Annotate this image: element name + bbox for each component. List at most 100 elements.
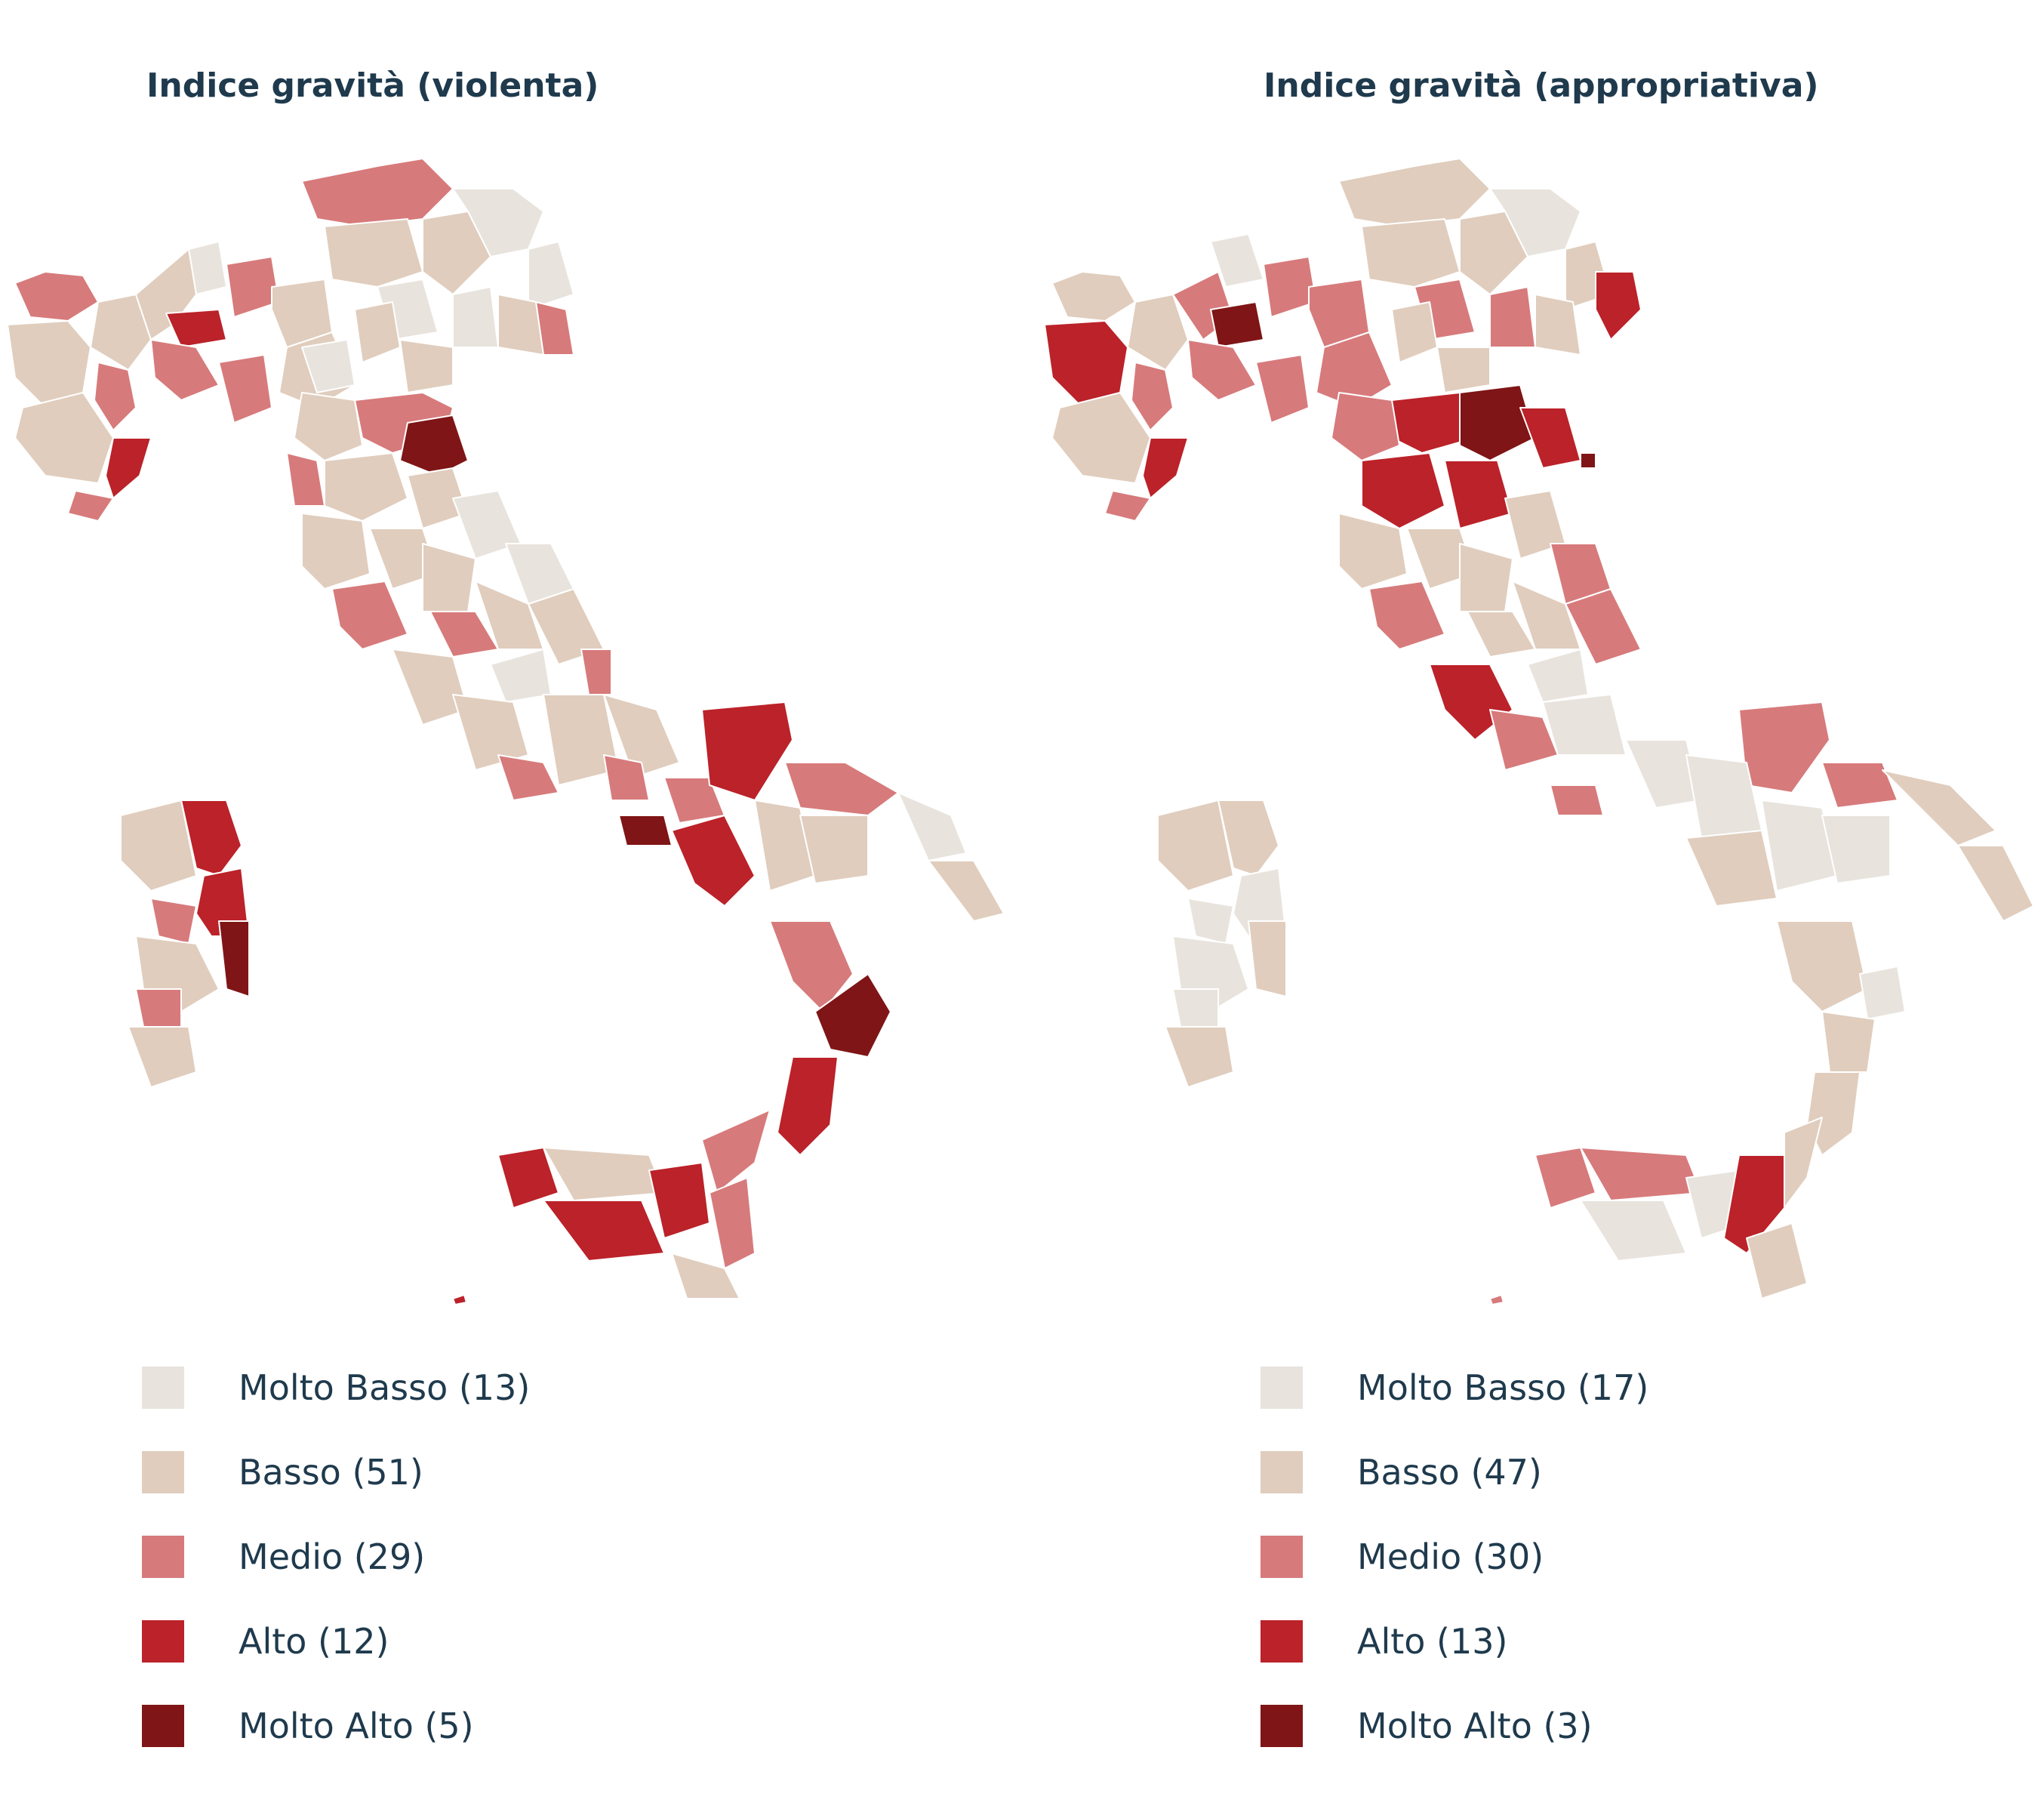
province-region <box>1821 762 1898 809</box>
province-region <box>1104 490 1151 522</box>
province-region <box>701 1109 771 1194</box>
province-region <box>14 271 99 322</box>
map-title: Indice gravità (appropriativa) <box>1264 66 1819 105</box>
province-region <box>1368 581 1445 650</box>
legend-swatch <box>1261 1705 1303 1747</box>
province-region <box>1248 920 1287 997</box>
province-region <box>218 920 250 997</box>
province-region <box>399 414 469 476</box>
legend-swatch <box>142 1536 184 1578</box>
province-region <box>1882 769 1996 846</box>
province-region <box>324 452 408 522</box>
province-region <box>422 543 476 612</box>
province-region <box>1444 460 1513 529</box>
province-region <box>648 1162 710 1239</box>
legend-swatch <box>142 1367 184 1409</box>
province-region <box>1580 452 1596 469</box>
legend-label: Alto (12) <box>239 1621 389 1662</box>
province-region <box>399 339 454 393</box>
province-region <box>1859 966 1906 1020</box>
province-region <box>1187 898 1234 945</box>
province-region <box>543 1147 665 1201</box>
legend-label: Molto Alto (3) <box>1357 1706 1593 1746</box>
province-region <box>1738 701 1830 794</box>
province-region <box>301 339 356 393</box>
province-region <box>1210 233 1264 288</box>
province-region <box>354 301 401 363</box>
province-region <box>784 762 899 816</box>
province-region <box>286 452 325 507</box>
italy-choropleth-map <box>7 158 1005 1305</box>
province-region <box>1459 211 1528 295</box>
province-region <box>452 286 499 348</box>
legend-item: Molto Alto (5) <box>142 1705 530 1747</box>
province-region <box>14 392 114 484</box>
legend-item: Molto Basso (13) <box>142 1367 530 1409</box>
province-region <box>528 241 574 310</box>
legend-label: Alto (13) <box>1357 1621 1508 1662</box>
province-region <box>392 649 469 726</box>
legend-item: Basso (47) <box>1261 1451 1648 1493</box>
province-region <box>120 800 197 892</box>
province-region <box>497 754 559 801</box>
legend-label: Medio (29) <box>239 1536 426 1577</box>
map-legend: Molto Basso (17) Basso (47) Medio (30) A… <box>1261 1367 1648 1789</box>
province-region <box>1361 452 1445 529</box>
province-region <box>67 490 114 522</box>
province-region <box>1535 1147 1596 1209</box>
province-region <box>1957 845 2034 922</box>
province-region <box>897 792 967 861</box>
province-region <box>1187 339 1257 401</box>
province-region <box>1142 437 1189 499</box>
province-region <box>928 860 1005 922</box>
province-region <box>814 973 891 1058</box>
legend-swatch <box>142 1620 184 1663</box>
legend-label: Basso (51) <box>239 1452 423 1493</box>
province-region <box>90 294 152 371</box>
legend-label: Basso (47) <box>1357 1452 1542 1493</box>
province-region <box>1542 694 1627 756</box>
province-region <box>1821 815 1891 884</box>
province-region <box>1550 784 1604 816</box>
legend-swatch <box>1261 1367 1303 1409</box>
province-region <box>603 754 650 801</box>
province-region <box>1784 1117 1823 1209</box>
province-region <box>603 694 680 778</box>
province-region <box>1172 988 1219 1028</box>
province-region <box>497 1147 559 1209</box>
province-region <box>1806 1071 1861 1156</box>
province-region <box>331 581 408 650</box>
province-region <box>777 1056 839 1156</box>
legend-item: Molto Basso (17) <box>1261 1367 1648 1409</box>
province-region <box>1459 384 1536 461</box>
province-region <box>1580 1147 1702 1201</box>
province-region <box>1459 543 1513 612</box>
legend-item: Alto (13) <box>1261 1620 1648 1663</box>
province-region <box>1331 392 1400 461</box>
province-region <box>1489 1294 1504 1305</box>
province-region <box>1535 294 1581 356</box>
province-region <box>1685 830 1778 907</box>
province-region <box>1051 392 1151 484</box>
province-region <box>135 248 197 341</box>
province-region <box>543 1200 665 1262</box>
province-region <box>1157 800 1234 892</box>
legend-swatch <box>1261 1620 1303 1663</box>
legend-swatch <box>142 1451 184 1493</box>
province-region <box>324 218 423 288</box>
province-region <box>1210 301 1264 348</box>
province-region <box>165 309 227 348</box>
province-region <box>452 1294 467 1305</box>
province-region <box>218 354 272 424</box>
province-region <box>701 701 793 801</box>
province-region <box>1746 1222 1808 1299</box>
province-region <box>150 339 220 401</box>
province-region <box>671 1253 740 1299</box>
province-region <box>709 1177 756 1269</box>
legend-swatch <box>1261 1451 1303 1493</box>
province-region <box>1565 588 1642 665</box>
legend-label: Molto Basso (17) <box>1357 1367 1649 1408</box>
map-panel-violenta: Indice gravità (violenta) <box>7 66 1005 1747</box>
map-panel-appropriativa: Indice gravità (appropriativa) <box>1022 0 2044 1812</box>
province-region <box>1255 354 1310 424</box>
